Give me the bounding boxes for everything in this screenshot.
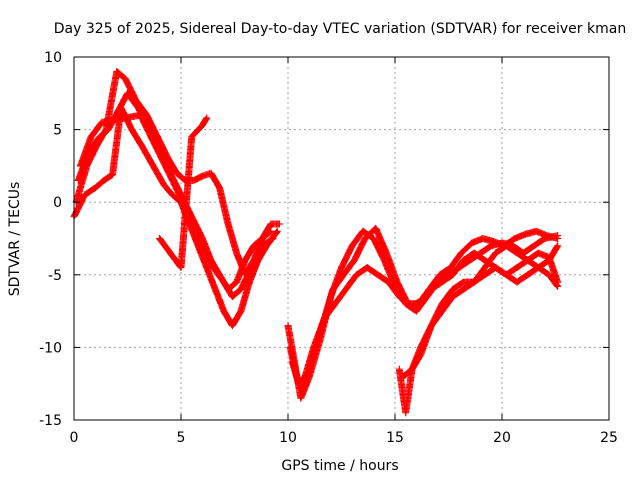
x-tick-label: 15 <box>386 430 404 446</box>
plus-markers <box>400 242 562 380</box>
plus-markers <box>156 114 211 271</box>
x-tick-label: 5 <box>177 430 186 446</box>
plus-markers <box>288 249 562 388</box>
data-points <box>70 68 562 417</box>
plus-markers <box>395 264 562 417</box>
y-axis-label: SDTVAR / TECUs <box>7 182 23 297</box>
x-tick-label: 20 <box>493 430 511 446</box>
series-8 <box>288 249 562 388</box>
y-tick-labels: -15 -10 -5 0 5 10 <box>39 50 62 429</box>
series-5 <box>156 114 211 271</box>
plot-frame <box>73 56 610 421</box>
chart-title: Day 325 of 2025, Sidereal Day-to-day VTE… <box>54 21 626 37</box>
x-tick-label: 25 <box>600 430 618 446</box>
series-10 <box>400 242 562 380</box>
y-tick-label: 10 <box>44 50 62 66</box>
x-tick-labels: 0 5 10 15 20 25 <box>70 430 618 446</box>
grid-lines <box>74 57 609 420</box>
axis-ticks <box>73 56 610 421</box>
x-tick-label: 10 <box>279 430 297 446</box>
y-tick-label: -15 <box>39 413 62 429</box>
x-tick-label: 0 <box>70 430 79 446</box>
y-tick-label: 5 <box>53 123 62 139</box>
series-4 <box>76 111 277 301</box>
y-tick-label: 0 <box>53 195 62 211</box>
series-9 <box>395 264 562 417</box>
y-tick-label: -5 <box>48 268 62 284</box>
x-axis-label: GPS time / hours <box>281 458 398 474</box>
y-tick-label: -10 <box>39 340 62 356</box>
plus-markers <box>76 111 277 301</box>
